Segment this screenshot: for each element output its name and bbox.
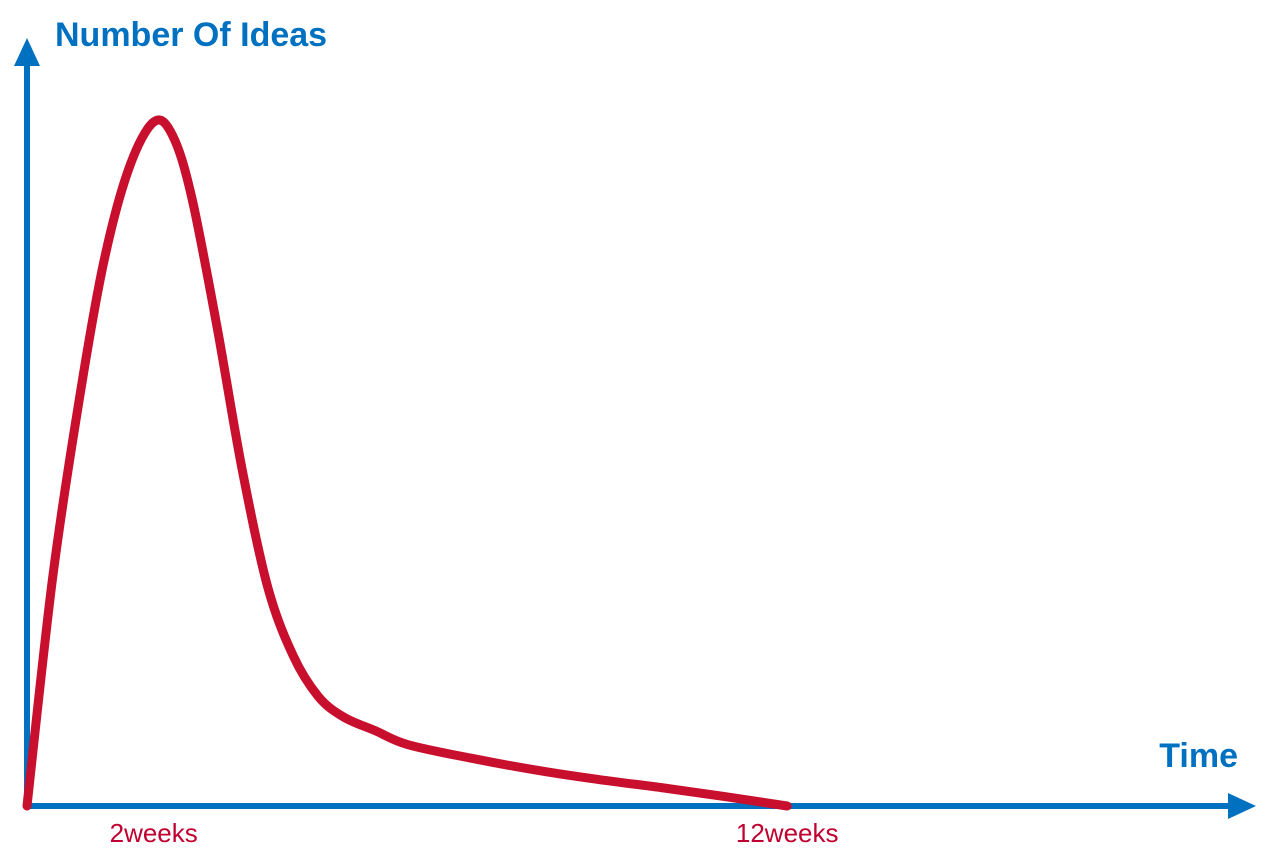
y-axis-arrowhead xyxy=(14,38,40,66)
x-axis-arrowhead xyxy=(1228,793,1256,819)
x-tick-label: 2weeks xyxy=(110,818,198,848)
y-axis-label: Number Of Ideas xyxy=(55,16,327,54)
x-axis-label: Time xyxy=(1159,737,1238,775)
ideas-curve-line xyxy=(22,115,792,811)
x-tick-labels: 2weeks 12weeks xyxy=(110,818,839,848)
x-tick-label: 12weeks xyxy=(736,818,839,848)
axes xyxy=(14,38,1256,819)
